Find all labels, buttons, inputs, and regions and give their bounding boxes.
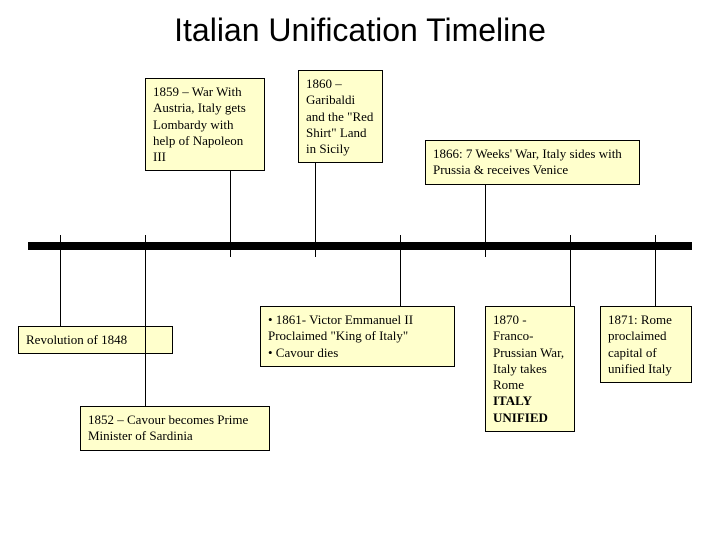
event-1848: Revolution of 1848 — [18, 326, 173, 354]
connector-line — [230, 171, 231, 242]
event-1871: 1871: Rome proclaimed capital of unified… — [600, 306, 692, 383]
timeline-bar — [28, 242, 692, 250]
connector-line — [485, 185, 486, 242]
connector-line — [60, 250, 61, 326]
event-1860: 1860 – Garibaldi and the "Red Shirt" Lan… — [298, 70, 383, 163]
connector-line — [655, 250, 656, 306]
connector-line — [400, 250, 401, 306]
page-title: Italian Unification Timeline — [0, 12, 720, 49]
event-1852: 1852 – Cavour becomes Prime Minister of … — [80, 406, 270, 451]
event-1866: 1866: 7 Weeks' War, Italy sides with Pru… — [425, 140, 640, 185]
event-1861: • 1861- Victor Emmanuel II Proclaimed "K… — [260, 306, 455, 367]
connector-line — [145, 250, 146, 406]
event-1870: 1870 - Franco-Prussian War, Italy takes … — [485, 306, 575, 432]
event-1859: 1859 – War With Austria, Italy gets Lomb… — [145, 78, 265, 171]
connector-line — [570, 250, 571, 306]
connector-line — [315, 163, 316, 242]
